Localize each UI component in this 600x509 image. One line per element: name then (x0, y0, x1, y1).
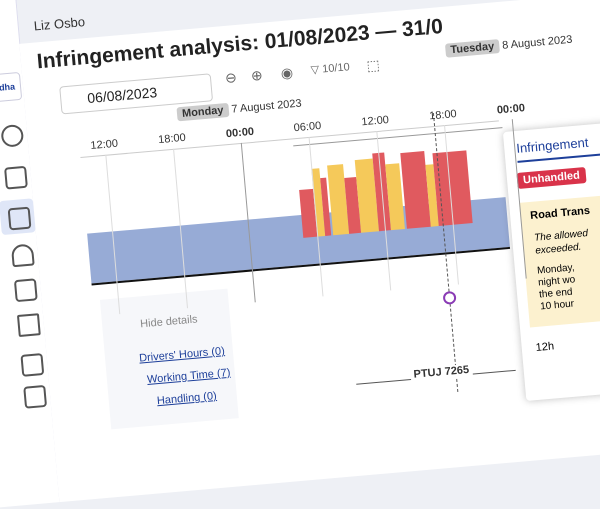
logo: dha (0, 71, 23, 103)
select[interactable]: ⬚ (365, 56, 381, 74)
time-label: 12:00 (89, 137, 119, 153)
line: 10 hour (539, 298, 575, 313)
icon[interactable] (23, 384, 48, 409)
time-label: 06:00 (293, 119, 322, 135)
info-heading: Road Trans (529, 204, 591, 222)
duration: 12h (535, 340, 555, 354)
time-label: 00:00 (496, 102, 526, 117)
icon[interactable] (7, 206, 32, 231)
icon[interactable] (13, 278, 38, 303)
info-body: Monday, night wo the end 10 hour (537, 262, 579, 313)
panel-tab[interactable]: Infringement (515, 134, 589, 156)
block (400, 150, 431, 229)
view[interactable]: ◉ (280, 64, 294, 82)
time-label: 12:00 (360, 113, 390, 129)
icon[interactable] (20, 353, 45, 377)
icon[interactable] (4, 165, 28, 190)
info-box: Road Trans The allowed exceeded. Monday, n… (519, 192, 600, 328)
user-name[interactable]: Liz Osbo (33, 14, 86, 34)
time-label: 00:00 (225, 125, 255, 141)
time-label: 18:00 (157, 131, 187, 147)
date-value: 06/08/2023 (86, 84, 158, 107)
time-label: 18:00 (428, 108, 458, 123)
zoom-out[interactable]: ⊖ (224, 69, 238, 87)
info-lines: The allowed exceeded. (534, 227, 590, 258)
zoom-in[interactable]: ⊕ (250, 66, 264, 84)
icon[interactable] (16, 313, 41, 338)
filter-count: 10/10 (321, 61, 351, 76)
status-badge[interactable]: Unhandled (516, 167, 587, 189)
